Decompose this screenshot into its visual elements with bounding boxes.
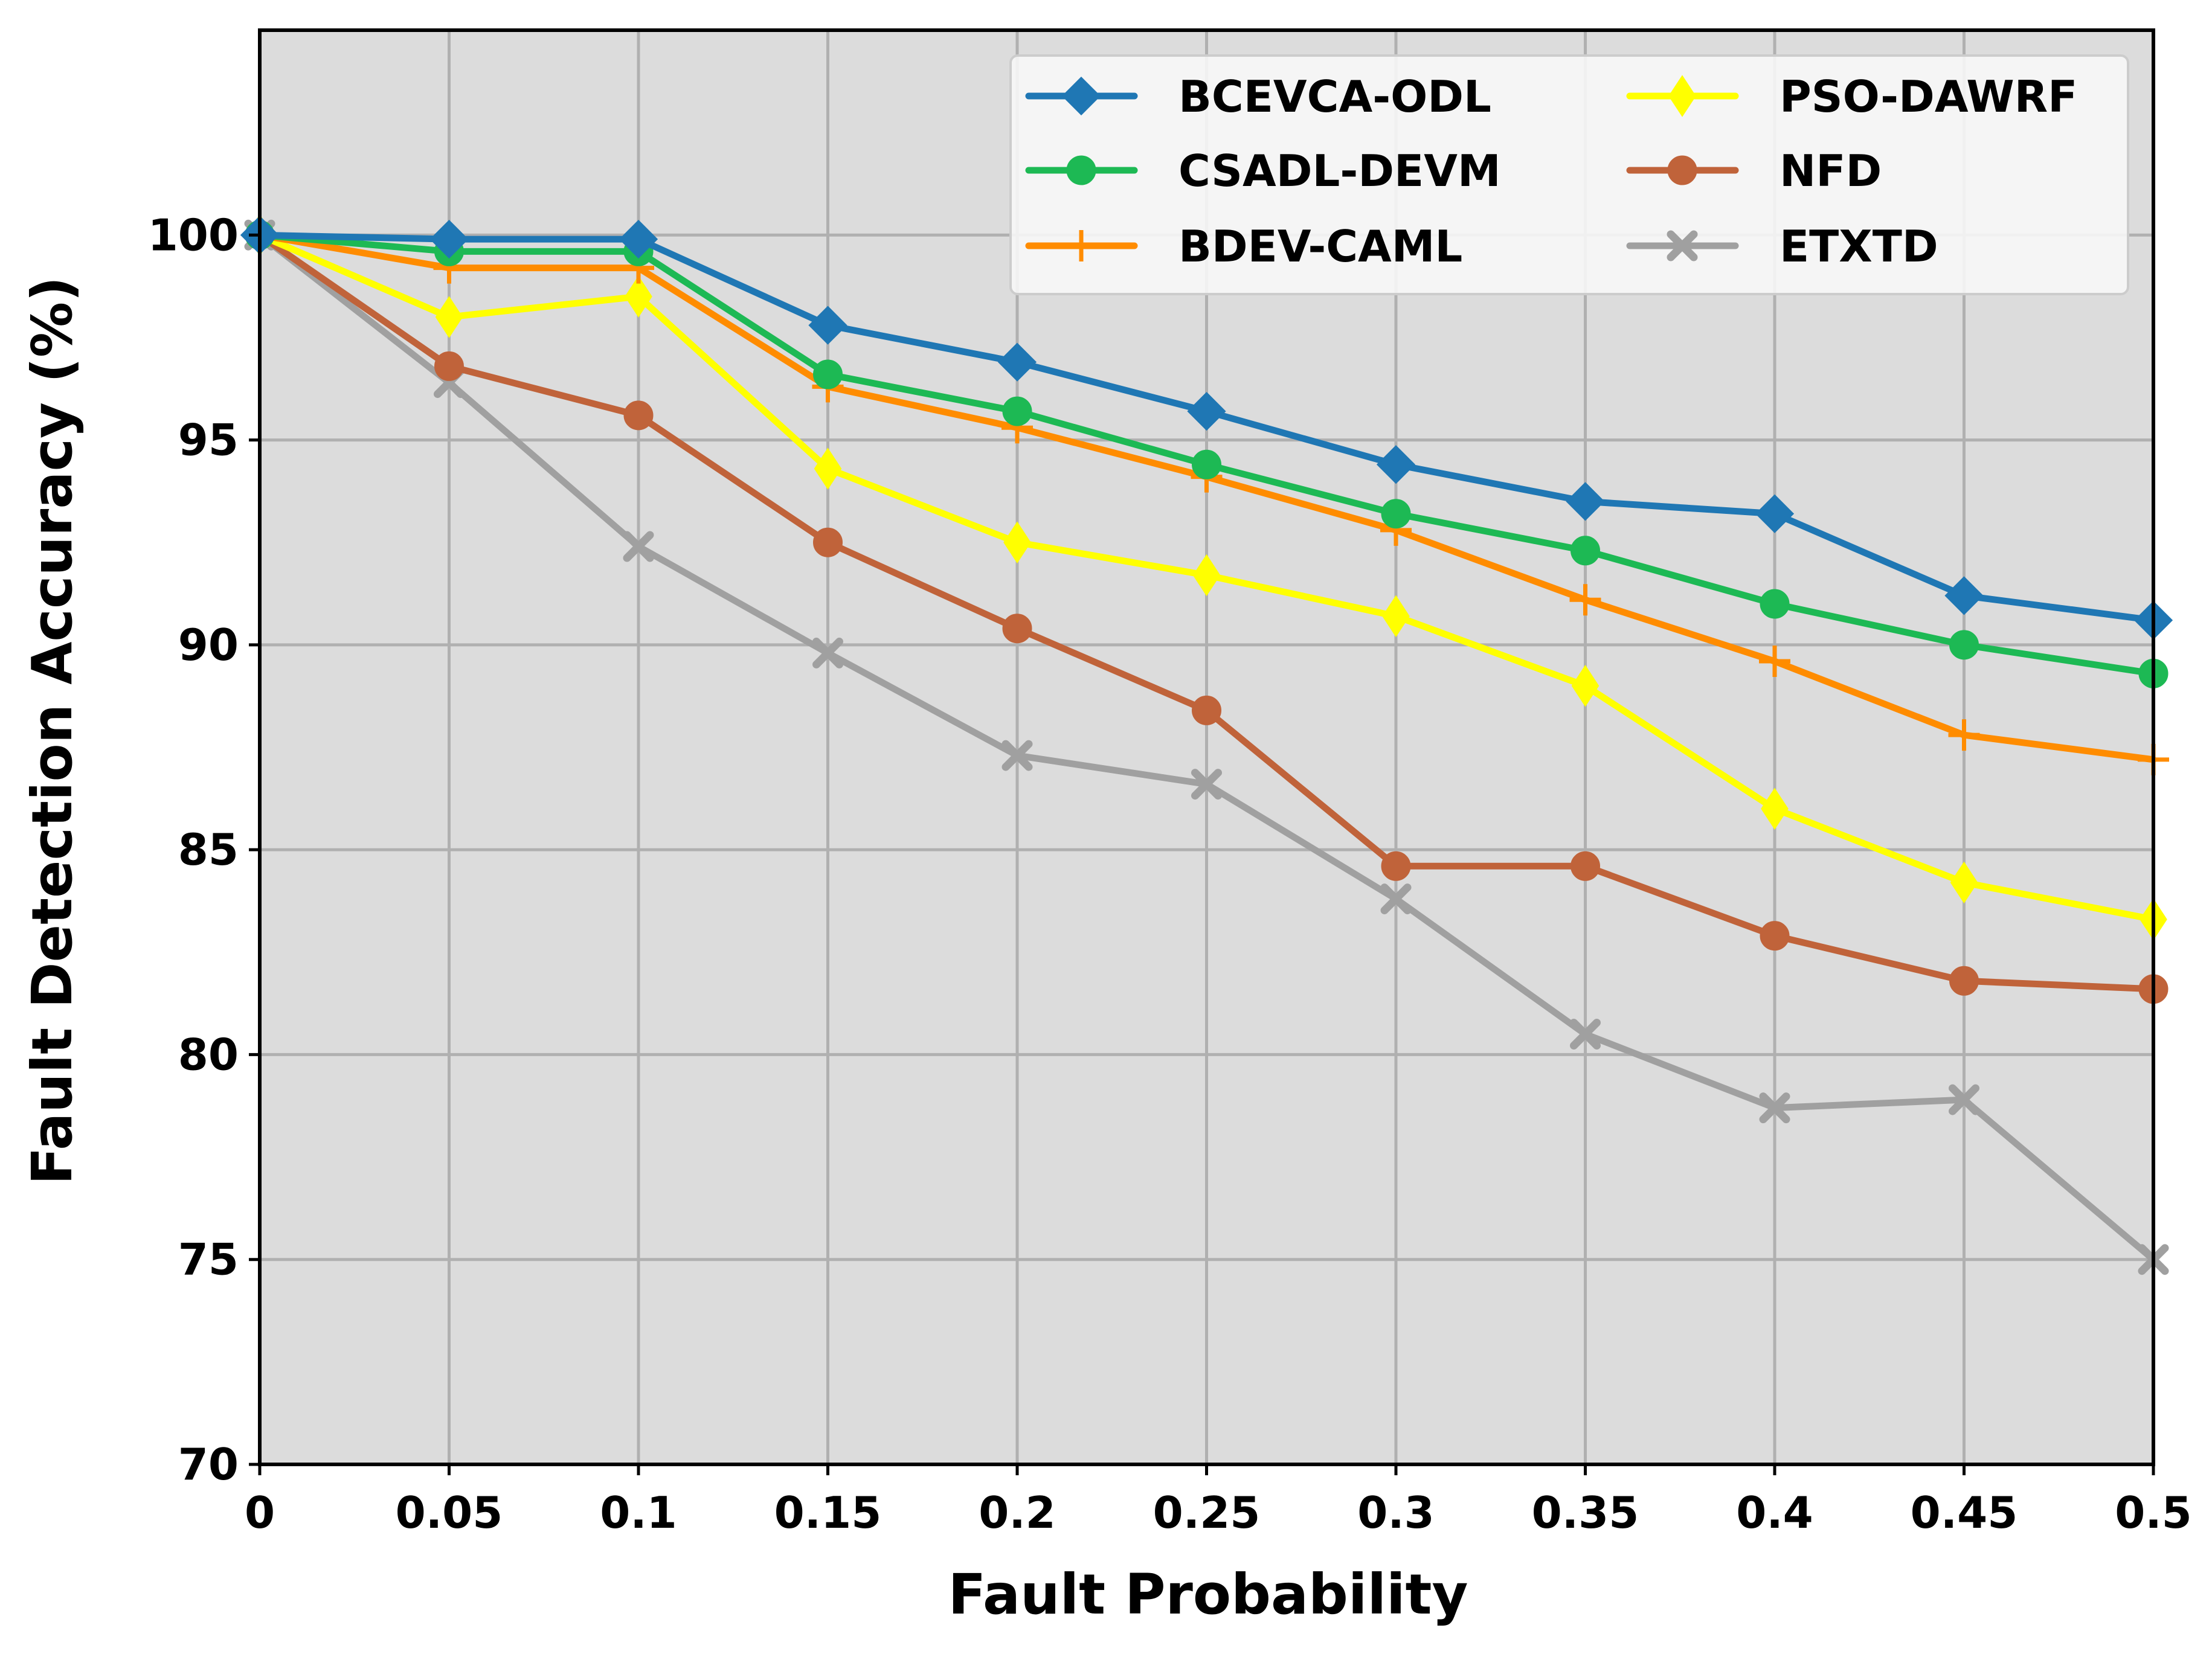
y-tick-label: 90 bbox=[178, 620, 239, 670]
data-point bbox=[623, 531, 654, 562]
legend-label: BDEV-CAML bbox=[1178, 221, 1462, 272]
legend-item: ETXTD bbox=[1626, 221, 1938, 272]
legend-item: NFD bbox=[1626, 146, 1882, 196]
x-tick-label: 0.1 bbox=[600, 1487, 677, 1538]
series-pso-dawrf bbox=[246, 214, 2167, 941]
data-point bbox=[1191, 769, 1222, 800]
data-point bbox=[1382, 595, 1410, 638]
y-tick-label: 85 bbox=[178, 824, 239, 875]
data-point bbox=[623, 400, 654, 431]
y-tick-label: 75 bbox=[178, 1234, 239, 1285]
data-point bbox=[434, 351, 464, 381]
legend-box bbox=[1009, 54, 2129, 295]
data-point bbox=[1948, 719, 1980, 751]
data-point bbox=[1760, 921, 1790, 951]
data-point bbox=[1192, 695, 1221, 725]
data-point bbox=[1381, 851, 1411, 881]
data-point bbox=[625, 275, 652, 318]
legend-marker bbox=[1668, 75, 1696, 117]
data-point bbox=[1192, 449, 1221, 479]
data-point bbox=[813, 527, 843, 557]
data-point bbox=[1944, 576, 1984, 615]
axis-ticks: 0 0.05 0.1 0.15 0.2 0.25 0.3 0.35 0.4 0.45 0.5 70 75… bbox=[148, 210, 2192, 1538]
data-point bbox=[808, 306, 847, 345]
legend-label: ETXTD bbox=[1780, 221, 1938, 272]
data-point bbox=[1002, 740, 1033, 771]
x-tick-label: 0.5 bbox=[2115, 1487, 2192, 1538]
data-point bbox=[1761, 787, 1789, 830]
data-point bbox=[1759, 646, 1790, 677]
x-tick-label: 0.15 bbox=[774, 1487, 882, 1538]
x-tick-label: 0 bbox=[245, 1487, 275, 1538]
data-point bbox=[429, 219, 469, 259]
y-axis-title: Fault Detection Accuracy (%) bbox=[20, 277, 85, 1185]
legend: BCEVCA-ODL CSADL-DEVM BDEV-CAML PSO-DAWRF NF… bbox=[1009, 54, 2129, 295]
data-point bbox=[1376, 445, 1416, 484]
data-point bbox=[1571, 536, 1600, 566]
legend-label: NFD bbox=[1780, 146, 1882, 196]
data-point bbox=[1380, 883, 1412, 915]
data-point bbox=[1949, 630, 1979, 660]
data-point bbox=[1759, 1092, 1790, 1124]
legend-marker bbox=[1667, 230, 1698, 261]
x-tick-label: 0.05 bbox=[396, 1487, 503, 1538]
data-point bbox=[813, 359, 843, 389]
x-axis-title: Fault Probability bbox=[948, 1562, 1468, 1627]
data-point bbox=[1192, 554, 1221, 597]
data-point bbox=[997, 342, 1037, 382]
x-tick-label: 0.25 bbox=[1153, 1487, 1261, 1538]
legend-item: CSADL-DEVM bbox=[1025, 146, 1501, 196]
data-point bbox=[812, 637, 843, 668]
data-point bbox=[1950, 861, 1978, 904]
data-point bbox=[435, 296, 463, 338]
x-tick-label: 0.35 bbox=[1532, 1487, 1639, 1538]
y-tick-label: 95 bbox=[178, 415, 239, 466]
data-point bbox=[1949, 966, 1979, 996]
legend-marker bbox=[1061, 76, 1101, 116]
data-point bbox=[1760, 589, 1790, 619]
data-point bbox=[1003, 521, 1031, 563]
data-point bbox=[814, 447, 842, 490]
legend-item: BCEVCA-ODL bbox=[1025, 71, 1491, 122]
data-point bbox=[1566, 482, 1605, 521]
data-point bbox=[1570, 1019, 1601, 1050]
x-tick-label: 0.3 bbox=[1357, 1487, 1435, 1538]
series-bcevca-odl bbox=[240, 216, 2173, 640]
legend-marker bbox=[1066, 155, 1096, 185]
data-point bbox=[1002, 614, 1032, 644]
legend-label: CSADL-DEVM bbox=[1178, 146, 1501, 196]
legend-label: BCEVCA-ODL bbox=[1178, 71, 1491, 122]
data-point bbox=[1571, 851, 1600, 881]
series-group bbox=[240, 214, 2173, 1275]
legend-marker bbox=[1066, 230, 1097, 261]
legend-marker bbox=[1667, 155, 1697, 185]
data-point bbox=[1381, 499, 1411, 529]
y-tick-label: 70 bbox=[178, 1439, 239, 1490]
y-tick-label: 100 bbox=[148, 210, 239, 260]
data-point bbox=[619, 219, 658, 259]
series-nfd bbox=[245, 220, 2169, 1004]
data-point bbox=[1187, 391, 1226, 431]
legend-item: PSO-DAWRF bbox=[1626, 71, 2077, 122]
data-point bbox=[1569, 584, 1601, 616]
data-point bbox=[1571, 664, 1600, 707]
legend-item: BDEV-CAML bbox=[1025, 221, 1462, 272]
data-point bbox=[1002, 396, 1032, 426]
data-point bbox=[1949, 1084, 1979, 1115]
data-point bbox=[1755, 494, 1795, 533]
legend-label: PSO-DAWRF bbox=[1780, 71, 2077, 122]
x-tick-label: 0.4 bbox=[1736, 1487, 1813, 1538]
y-tick-label: 80 bbox=[178, 1029, 239, 1080]
x-tick-label: 0.45 bbox=[1911, 1487, 2018, 1538]
x-tick-label: 0.2 bbox=[979, 1487, 1056, 1538]
